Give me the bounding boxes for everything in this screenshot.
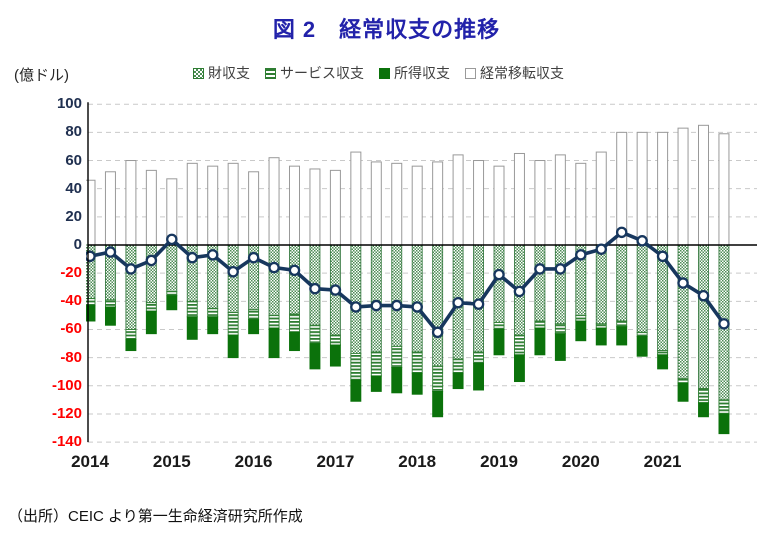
services-balance-swatch-icon: [265, 67, 276, 79]
legend-item-goods-balance: 財収支: [193, 63, 250, 83]
chart-plot-area: [86, 102, 757, 443]
x-year-label: 2020: [561, 452, 600, 471]
goods-balance-swatch-icon: [193, 67, 204, 79]
x-year-label: 2021: [643, 452, 682, 471]
legend-item-income-balance: 所得収支: [379, 63, 450, 83]
x-year-label: 2016: [234, 452, 273, 471]
y-tick-label: 80: [65, 123, 82, 141]
y-tick-label: -40: [60, 292, 82, 310]
y-tick-label: 0: [73, 236, 82, 253]
y-tick-label: -100: [51, 376, 82, 394]
y-tick-label: -20: [60, 264, 82, 282]
y-tick-label: 100: [56, 95, 82, 113]
legend-label: 財収支: [208, 65, 250, 81]
y-tick-label: -140: [51, 433, 82, 451]
x-year-label: 2019: [480, 452, 518, 471]
x-year-label: 2015: [152, 452, 191, 471]
y-tick-label: 40: [65, 179, 82, 197]
legend-item-services-balance: サービス収支: [265, 63, 364, 83]
y-tick-label: -120: [51, 404, 82, 422]
legend-label: 経常移転収支: [480, 65, 564, 81]
source-note: （出所）CEIC より第一生命経済研究所作成: [8, 508, 303, 525]
x-year-label: 2017: [316, 452, 355, 471]
transfers-balance-swatch-icon: [465, 67, 476, 79]
y-axis-unit-label: (億ドル): [14, 67, 69, 84]
legend-label: サービス収支: [280, 65, 364, 81]
x-year-label: 2018: [398, 452, 437, 471]
x-year-label: 2014: [71, 452, 109, 471]
legend-item-transfers-balance: 経常移転収支: [465, 63, 564, 83]
income-balance-swatch-icon: [379, 67, 390, 79]
current-account-line: [86, 226, 730, 339]
chart-title: 図 2 経常収支の推移: [272, 17, 501, 42]
y-tick-label: -80: [60, 348, 82, 366]
y-tick-label: -60: [60, 320, 82, 338]
legend-label: 所得収支: [394, 65, 450, 81]
chart-legend: 財収支 サービス収支 所得収支 経常移転収支: [193, 63, 564, 83]
stacked-bars: [86, 124, 730, 435]
y-tick-label: 60: [65, 151, 82, 169]
y-tick-label: 20: [65, 207, 82, 225]
